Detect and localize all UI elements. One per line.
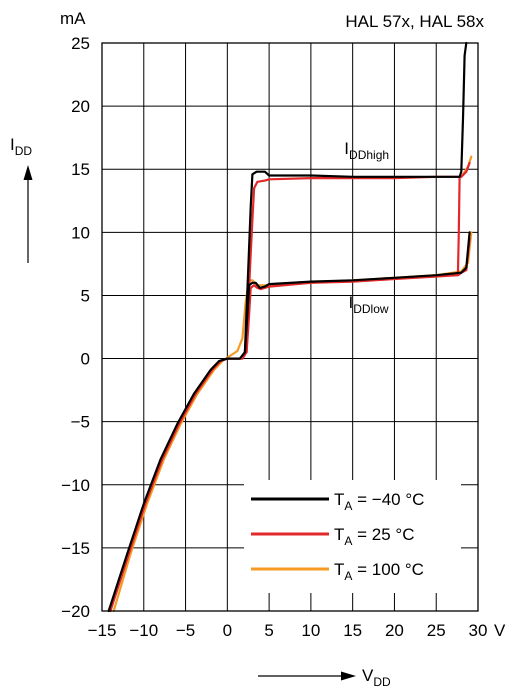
x-tick-label: 5: [264, 621, 273, 640]
y-axis-arrow: [23, 165, 33, 263]
y-tick-label: 20: [71, 97, 90, 116]
y-tick-label: 5: [81, 286, 90, 305]
x-tick-label: 10: [301, 621, 320, 640]
annotation-main: I: [348, 293, 353, 312]
annotation-sub: DDhigh: [349, 148, 389, 162]
x-unit: V: [494, 621, 506, 640]
y-axis-label: IDD: [10, 135, 32, 158]
y-tick-label: −10: [61, 476, 90, 495]
x-axis-label-sub: DD: [373, 675, 391, 689]
legend-label-main: T: [334, 525, 344, 544]
series-line: [243, 41, 468, 354]
legend-label-sub: A: [344, 499, 352, 513]
y-tick-label: 10: [71, 223, 90, 242]
x-tick-label: −15: [88, 621, 117, 640]
annotation-label: IDDlow: [348, 293, 388, 316]
series-line: [107, 231, 471, 613]
y-tick-label: −20: [61, 602, 90, 621]
legend-label-rest: = 25 °C: [352, 525, 414, 544]
x-axis-arrow: [258, 671, 356, 681]
y-tick-label: 25: [71, 34, 90, 53]
y-axis-label-main: I: [10, 135, 15, 154]
x-axis-label-main: V: [362, 666, 374, 685]
x-tick-label: −5: [176, 621, 195, 640]
chart-title: HAL 57x, HAL 58x: [345, 12, 484, 31]
annotation-label: IDDhigh: [344, 139, 389, 162]
series-layer: [107, 41, 473, 613]
x-tick-label: 25: [427, 621, 446, 640]
y-axis-label-sub: DD: [15, 144, 33, 158]
series-line: [109, 237, 471, 613]
y-tick-label: −15: [61, 539, 90, 558]
legend-label: TA = 25 °C: [334, 525, 415, 548]
x-tick-label: 30: [469, 621, 488, 640]
legend-label: TA = 100 °C: [334, 560, 424, 583]
annotation-main: I: [344, 139, 349, 158]
legend-label-sub: A: [344, 569, 352, 583]
x-tick-label: −10: [129, 621, 158, 640]
legend-label: TA = −40 °C: [334, 490, 424, 513]
y-tick-label: 15: [71, 160, 90, 179]
y-tick-label: 0: [81, 350, 90, 369]
legend-label-sub: A: [344, 534, 352, 548]
plot-frame: [101, 42, 479, 612]
x-tick-label: 0: [223, 621, 232, 640]
x-tick-label: 15: [343, 621, 362, 640]
series-line: [460, 161, 471, 178]
annotation-sub: DDlow: [353, 302, 389, 316]
y-tick-label: −5: [71, 413, 90, 432]
y-unit: mA: [60, 9, 86, 28]
legend: TA = −40 °CTA = 25 °CTA = 100 °C: [244, 480, 461, 593]
legend-label-main: T: [334, 490, 344, 509]
legend-label-main: T: [334, 560, 344, 579]
legend-label-rest: = −40 °C: [352, 490, 424, 509]
tick-labels: −15 −10 −5 0 5 10 15 20 25 30−20−15−10−5051015202…: [61, 34, 487, 640]
legend-label-rest: = 100 °C: [352, 560, 424, 579]
x-tick-label: 20: [385, 621, 404, 640]
x-axis-label: VDD: [362, 666, 391, 689]
